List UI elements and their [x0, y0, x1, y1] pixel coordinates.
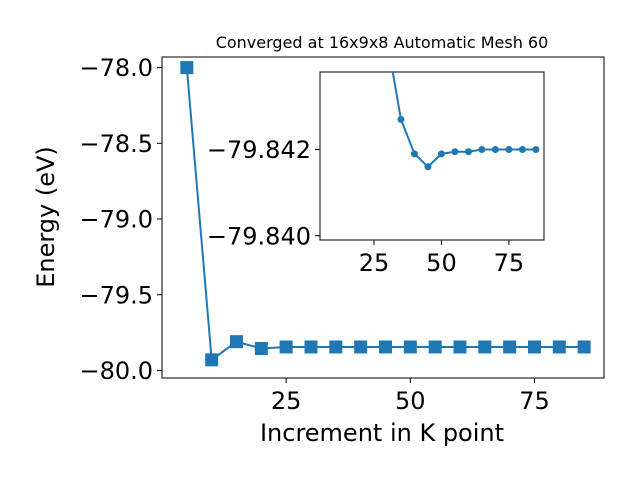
- inset-data-point: [464, 148, 472, 156]
- inset-y-tick-label: −79.840: [207, 222, 311, 250]
- main-frame: [161, 56, 605, 379]
- inset-data-point: [424, 163, 432, 171]
- x-axis-label: Increment in K point: [260, 419, 504, 447]
- main-x-tick-label: 50: [395, 387, 426, 415]
- main-data-point: [354, 340, 368, 354]
- inset-data-point: [410, 150, 418, 158]
- main-data-point: [378, 340, 392, 354]
- main-y-tick-label: −78.0: [79, 54, 153, 82]
- inset-data-point: [532, 146, 540, 154]
- main-y-tick-label: −78.5: [79, 130, 153, 158]
- inset-x-tick-label: 50: [426, 249, 457, 277]
- inset-data-point: [518, 146, 526, 154]
- main-data-point: [478, 340, 492, 354]
- inset-series-line: [391, 72, 536, 169]
- inset-data-point: [505, 146, 513, 154]
- inset-data-point: [451, 148, 459, 156]
- main-data-point: [552, 340, 566, 354]
- main-data-point: [527, 340, 541, 354]
- inset-x-tick-label: 25: [359, 249, 390, 277]
- main-plot-area: 25 50 75 −78.0 −78.5 −79.0 −79.5 −80.0: [79, 54, 605, 415]
- chart-title: Converged at 16x9x8 Automatic Mesh 60: [216, 33, 549, 52]
- main-data-point: [577, 340, 591, 354]
- main-series-line: [185, 67, 585, 362]
- inset-data-point: [397, 115, 405, 123]
- inset-data-point: [437, 150, 445, 158]
- main-data-point: [329, 340, 343, 354]
- main-data-point: [205, 353, 219, 367]
- main-y-tick-label: −79.5: [79, 281, 153, 309]
- inset-data-point: [491, 146, 499, 154]
- main-x-tick-label: 25: [271, 387, 302, 415]
- main-data-point: [304, 340, 318, 354]
- main-data-point: [428, 340, 442, 354]
- inset-frame: [319, 71, 545, 241]
- inset-data-point: [478, 146, 486, 154]
- main-data-point: [180, 61, 194, 75]
- y-axis-label: Energy (eV): [32, 146, 60, 288]
- main-x-tick-label: 75: [519, 387, 550, 415]
- inset-plot-area: 25 50 75 −79.842 −79.840: [207, 71, 545, 277]
- main-data-point: [254, 341, 268, 355]
- main-data-point: [503, 340, 517, 354]
- main-data-point: [279, 340, 293, 354]
- main-data-point: [403, 340, 417, 354]
- main-y-tick-label: −79.0: [79, 206, 153, 234]
- inset-x-tick-label: 75: [494, 249, 525, 277]
- main-data-point: [453, 340, 467, 354]
- inset-series-0: [391, 72, 540, 171]
- main-data-point: [229, 335, 243, 349]
- inset-y-tick-label: −79.842: [207, 136, 311, 164]
- main-y-tick-label: −80.0: [79, 357, 153, 385]
- main-series-0: [180, 61, 591, 367]
